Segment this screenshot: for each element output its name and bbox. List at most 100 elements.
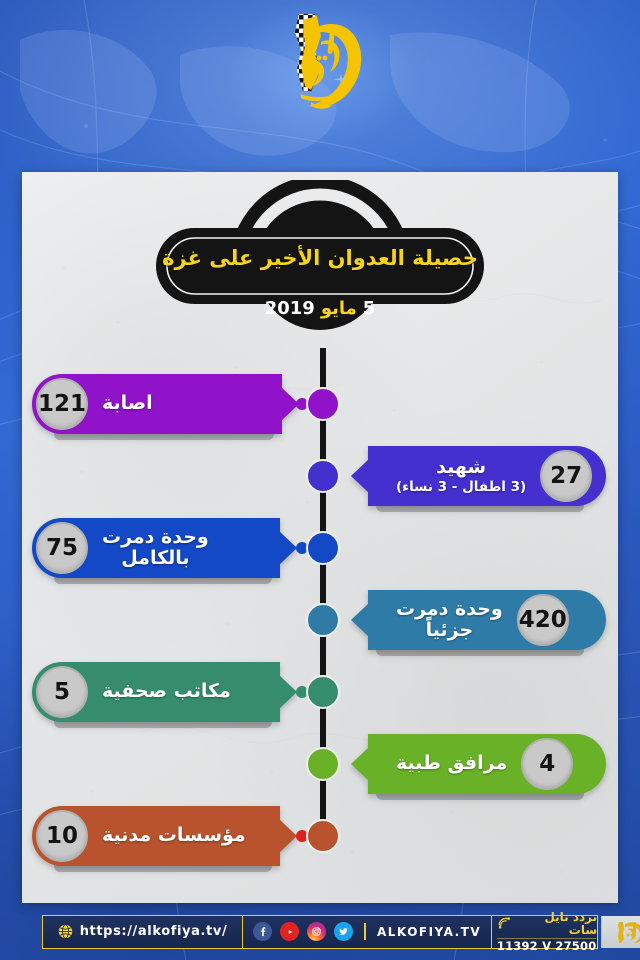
stat-label: شهيد (3 اطفال - 3 نساء) (382, 456, 540, 495)
stat-label-main: مكاتب صحفية (102, 680, 231, 703)
bar-pointer-nib (281, 387, 299, 421)
bar-pointer-nib (351, 459, 369, 493)
stat-value-chip: 10 (36, 810, 88, 862)
timeline-node[interactable] (306, 603, 340, 637)
page-footer: https://alkofiya.tv/ (0, 903, 640, 960)
stat-label-main: وحدة دمرت بالكامل (102, 525, 209, 569)
bar-pointer-nib (351, 747, 369, 781)
stat-bar-body: 10 مؤسسات مدنية (32, 806, 297, 866)
stat-label: اصابة (88, 392, 167, 415)
stat-label: مرافق طبية (382, 752, 521, 775)
stat-bar-injuries[interactable]: 121 اصابة (32, 374, 299, 440)
bar-shadow (54, 574, 272, 584)
stat-bar-civil-institutions[interactable]: 10 مؤسسات مدنية (32, 806, 297, 872)
stat-label-sub: (3 اطفال - 3 نساء) (396, 478, 527, 495)
stats-list: 121 اصابة شهيد (3 اطفال - 3 نساء) 27 75 وحدة د… (22, 368, 618, 888)
bar-pointer-nib (351, 603, 369, 637)
timeline-node[interactable] (306, 387, 340, 421)
stat-row-units-fully-destroyed: 75 وحدة دمرت بالكامل (22, 512, 618, 584)
timeline-node[interactable] (306, 675, 340, 709)
stat-label-main: اصابة (102, 392, 153, 415)
stat-label-main: شهيد (436, 456, 487, 479)
bar-pointer-nib (279, 675, 297, 709)
stat-bar-martyrs[interactable]: شهيد (3 اطفال - 3 نساء) 27 (351, 446, 606, 512)
date-year: 2019 (264, 297, 315, 319)
timeline-node[interactable] (306, 819, 340, 853)
timeline-connector-dot (296, 686, 308, 698)
date-day: 5 (362, 297, 376, 319)
footer-website[interactable]: https://alkofiya.tv/ (43, 915, 243, 948)
date-line: 5 مايو 2019 (22, 294, 618, 322)
stat-row-medical-facilities: مرافق طبية 4 (22, 728, 618, 800)
stat-bar-body: مرافق طبية 4 (351, 734, 606, 794)
stat-bar-units-partly-destroyed[interactable]: وحدة دمرت جزئياً 420 (351, 590, 606, 656)
footer-bar: https://alkofiya.tv/ (42, 911, 640, 952)
bar-shadow (376, 790, 584, 800)
timeline-spine (320, 348, 326, 848)
globe-icon (58, 924, 72, 939)
bar-shadow (54, 862, 272, 872)
stat-row-civil-institutions: 10 مؤسسات مدنية (22, 800, 618, 872)
stat-bar-press-offices[interactable]: 5 مكاتب صحفية (32, 662, 297, 728)
page-header (0, 0, 640, 172)
stat-label: وحدة دمرت بالكامل (88, 525, 223, 570)
stat-row-press-offices: 5 مكاتب صحفية (22, 656, 618, 728)
timeline-connector-dot (376, 470, 388, 482)
stat-row-units-partly-destroyed: وحدة دمرت جزئياً 420 (22, 584, 618, 656)
bar-pointer-nib (279, 819, 297, 853)
channel-name: ALKOFIYA.TV (377, 924, 482, 939)
website-url: https://alkofiya.tv/ (79, 924, 228, 939)
bar-shadow (376, 646, 584, 656)
timeline-node[interactable] (306, 459, 340, 493)
stat-bar-body: 121 اصابة (32, 374, 299, 434)
timeline-connector-dot (376, 614, 388, 626)
timeline-node[interactable] (306, 531, 340, 565)
footer-satellite: تردد نايل سات 11392 V 27500 (492, 911, 603, 952)
stat-bar-body: 75 وحدة دمرت بالكامل (32, 518, 297, 578)
instagram-icon[interactable] (307, 922, 326, 941)
channel-logo (245, 6, 395, 136)
divider (364, 923, 366, 940)
page-title: حصيلة العدوان الأخير على غزة (162, 246, 478, 270)
twitter-icon[interactable] (334, 922, 353, 941)
timeline-connector-dot (376, 758, 388, 770)
bar-shadow (54, 718, 272, 728)
stat-bar-medical-facilities[interactable]: مرافق طبية 4 (351, 734, 606, 800)
stat-value-chip: 420 (516, 594, 569, 646)
timeline-connector-dot (296, 542, 308, 554)
stat-row-injuries: 121 اصابة (22, 368, 618, 440)
bar-pointer-nib (279, 531, 297, 565)
bar-shadow (54, 430, 274, 440)
satellite-label: تردد نايل سات (544, 910, 598, 937)
footer-social: ALKOFIYA.TV (243, 915, 493, 948)
stat-bar-body: 5 مكاتب صحفية (32, 662, 297, 722)
stat-bar-units-fully-destroyed[interactable]: 75 وحدة دمرت بالكامل (32, 518, 297, 584)
stat-value-chip: 75 (36, 522, 88, 574)
satellite-frequency: 11392 V 27500 (496, 937, 597, 953)
stat-label: وحدة دمرت جزئياً (382, 597, 517, 642)
title-badge: حصيلة العدوان الأخير على غزة 5 مايو 2019 (22, 180, 618, 370)
stat-label-main: وحدة دمرت جزئياً (396, 597, 503, 641)
timeline-node[interactable] (306, 747, 340, 781)
satellite-dish-icon (498, 917, 511, 929)
facebook-icon[interactable] (253, 922, 272, 941)
stat-label: مكاتب صحفية (88, 680, 245, 703)
stat-bar-body: وحدة دمرت جزئياً 420 (351, 590, 606, 650)
stat-label-main: مرافق طبية (396, 752, 508, 775)
footer-brand-logo (602, 915, 640, 948)
stat-label-main: مؤسسات مدنية (102, 824, 246, 847)
stat-label: مؤسسات مدنية (88, 824, 260, 847)
youtube-icon[interactable] (280, 922, 299, 941)
timeline-connector-dot (296, 830, 308, 842)
date-month: مايو (320, 297, 357, 319)
stat-row-martyrs: شهيد (3 اطفال - 3 نساء) 27 (22, 440, 618, 512)
timeline-connector-dot (296, 398, 308, 410)
stat-value-chip: 4 (521, 738, 574, 790)
stat-value-chip: 121 (36, 378, 88, 430)
stat-value-chip: 27 (540, 450, 593, 502)
infographic-card: حصيلة العدوان الأخير على غزة 5 مايو 2019… (22, 172, 618, 903)
stat-value-chip: 5 (36, 666, 88, 718)
stat-bar-body: شهيد (3 اطفال - 3 نساء) 27 (351, 446, 606, 506)
bar-shadow (376, 502, 584, 512)
